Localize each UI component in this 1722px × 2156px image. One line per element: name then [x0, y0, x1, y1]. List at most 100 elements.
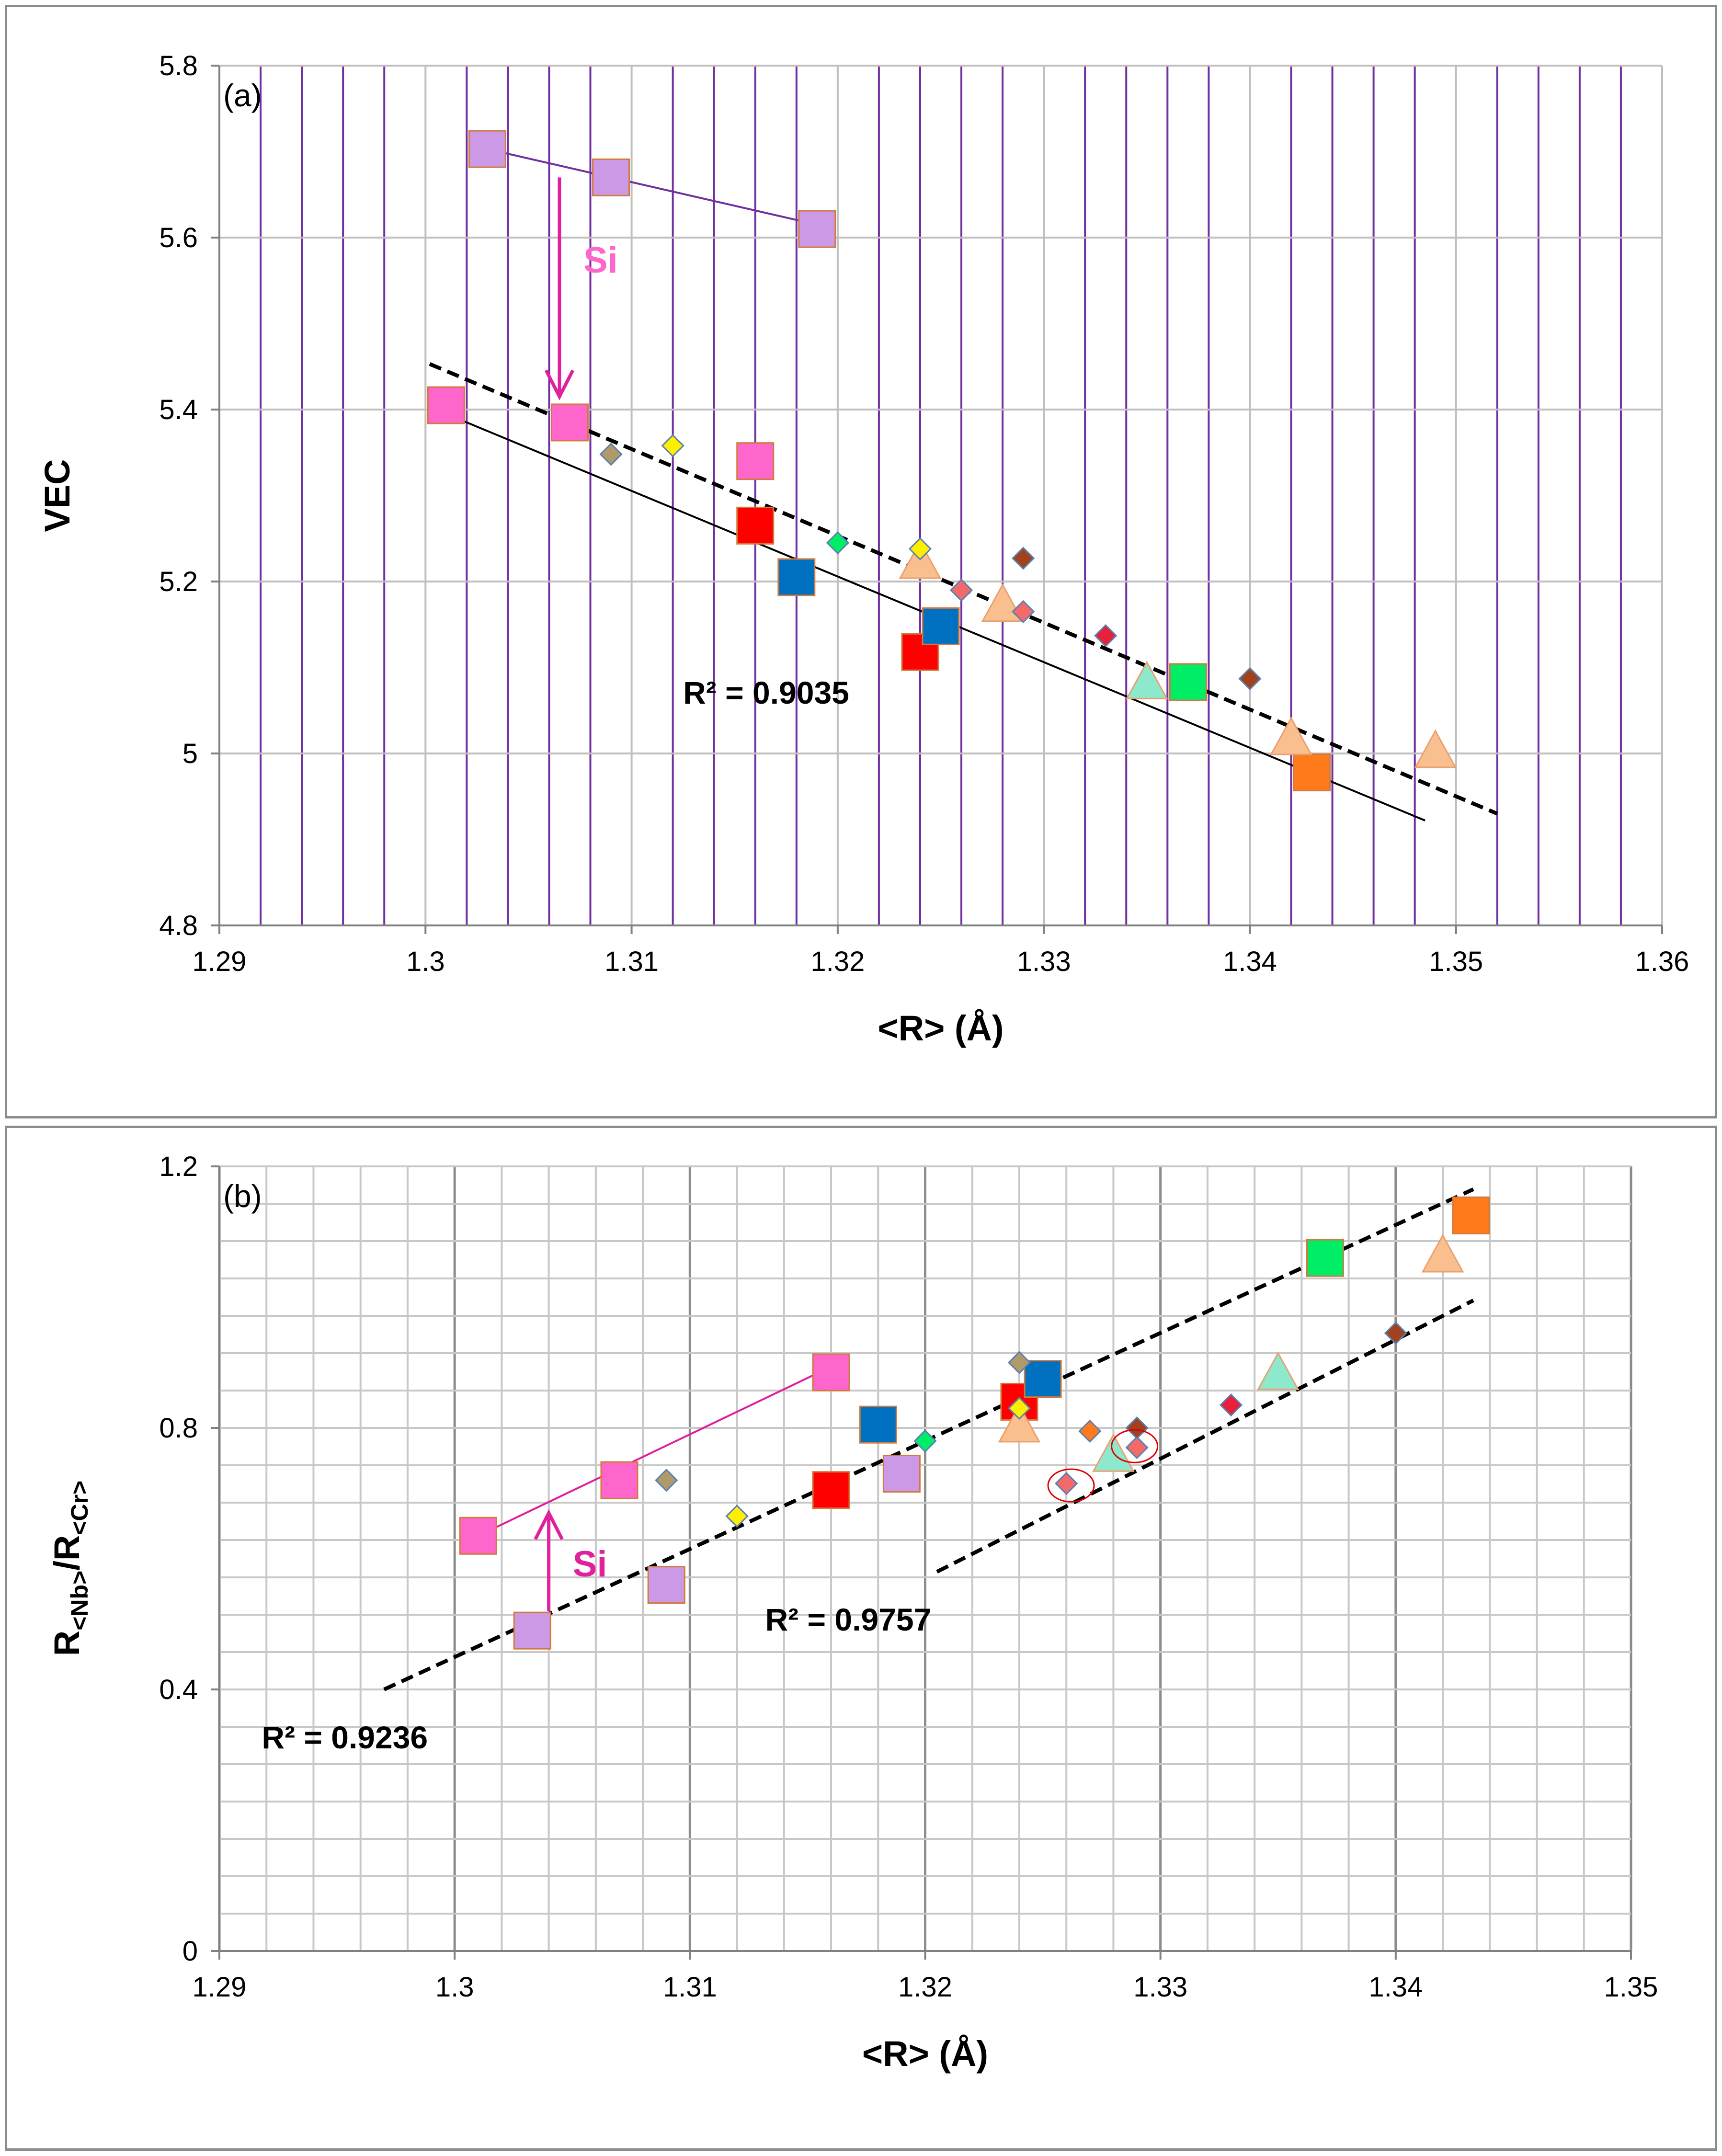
- y-axis-label-part: R: [47, 1631, 87, 1656]
- data-point-diamond: [1078, 1419, 1102, 1443]
- data-point-square: [812, 1353, 850, 1392]
- data-point-triangle: [1414, 729, 1457, 768]
- x-tick-label: 1.34: [1368, 1972, 1423, 2003]
- data-point-square: [1169, 663, 1207, 701]
- chart-panel-b: 1.29 1.3 1.31 1.32 1.33 1.34 1.35 0 0.4 0.8 1.2 (b)…: [5, 1126, 1717, 2151]
- data-point-square: [736, 442, 775, 480]
- y-tick-label: 1.2: [159, 1151, 198, 1182]
- si-arrow-head: [544, 369, 575, 400]
- y-axis-label-part: /R: [47, 1535, 87, 1571]
- data-point-triangle: [1421, 1233, 1464, 1273]
- trend-line: [487, 148, 818, 226]
- x-tick-label: 1.31: [663, 1972, 717, 2003]
- chart-a-svg: 1.29 1.3 1.31 1.32 1.33 1.34 1.35 1.36 4.8 5 5.2 5.…: [37, 50, 1689, 1048]
- data-point-square: [882, 1455, 921, 1493]
- data-point-diamond: [1219, 1393, 1243, 1417]
- r-squared-label: R² = 0.9236: [262, 1720, 428, 1755]
- data-point-triangle: [1270, 716, 1312, 755]
- data-point-square: [600, 1461, 639, 1499]
- data-point-square: [812, 1471, 850, 1509]
- y-tick-label: 5.2: [159, 566, 198, 597]
- data-point-square: [1452, 1196, 1490, 1234]
- data-point-diamond: [1094, 624, 1118, 648]
- data-point-triangle: [998, 1403, 1041, 1443]
- data-point-square: [1024, 1360, 1062, 1398]
- chart-panel-a: 1.29 1.3 1.31 1.32 1.33 1.34 1.35 1.36 4.8 5 5.2 5.…: [5, 5, 1717, 1118]
- x-tick-label: 1.35: [1429, 946, 1483, 977]
- x-axis-label: <R> (Å): [862, 2034, 988, 2074]
- si-arrow-label: Si: [583, 240, 618, 281]
- x-axis-label: <R> (Å): [878, 1008, 1004, 1048]
- data-point-diamond: [1007, 1396, 1031, 1420]
- x-tick-label: 1.35: [1604, 1972, 1658, 2003]
- y-tick-label: 4.8: [159, 910, 198, 941]
- y-tick-label: 5: [182, 738, 198, 769]
- trend-line: [936, 1299, 1474, 1574]
- y-tick-label: 5.4: [159, 394, 198, 425]
- data-point-square: [922, 607, 960, 645]
- data-point-square: [592, 158, 630, 196]
- y-tick-label: 0: [182, 1936, 198, 1967]
- data-point-diamond: [1238, 667, 1262, 690]
- plot-area: [219, 66, 1662, 925]
- r-squared-label: R² = 0.9035: [683, 675, 849, 710]
- y-tick-label: 5.8: [159, 50, 198, 81]
- data-point-triangle: [1125, 661, 1168, 699]
- y-axis-label: VEC: [37, 459, 77, 532]
- y-axis-label-text: R<Nb>/R<Cr>: [47, 1481, 93, 1656]
- data-point-square: [550, 403, 589, 442]
- highlight-circle: [1047, 1468, 1095, 1503]
- data-point-square: [736, 506, 775, 545]
- data-point-diamond: [1125, 1436, 1149, 1460]
- x-tick-label: 1.33: [1017, 946, 1071, 977]
- data-point-diamond: [1011, 600, 1035, 623]
- data-point-square: [798, 210, 836, 248]
- y-axis-label-subscript: <Cr>: [66, 1481, 93, 1535]
- y-axis-label: R<Nb>/R<Cr>: [47, 1481, 93, 1656]
- data-point-diamond: [725, 1505, 749, 1528]
- data-point-square: [1306, 1239, 1344, 1277]
- data-point-diamond: [1384, 1321, 1407, 1345]
- y-tick-label: 0.8: [159, 1413, 198, 1444]
- data-point-square: [513, 1611, 551, 1650]
- data-point-diamond: [949, 578, 973, 602]
- y-tick-label: 0.4: [159, 1674, 198, 1705]
- data-point-diamond: [1011, 547, 1035, 570]
- x-tick-label: 1.29: [193, 946, 247, 977]
- data-point-square: [468, 130, 506, 168]
- x-tick-label: 1.33: [1133, 1972, 1187, 2003]
- data-point-square: [1293, 753, 1331, 791]
- data-point-diamond: [826, 531, 849, 555]
- x-tick-label: 1.32: [898, 1972, 952, 2003]
- x-tick-label: 1.3: [435, 1972, 474, 2003]
- highlight-circle: [1111, 1429, 1159, 1463]
- x-tick-label: 1.31: [604, 946, 659, 977]
- x-tick-label: 1.34: [1223, 946, 1277, 977]
- data-point-diamond: [661, 434, 684, 457]
- x-tick-label: 1.3: [406, 946, 445, 977]
- data-point-diamond: [1007, 1351, 1031, 1374]
- data-point-diamond: [1055, 1472, 1078, 1495]
- si-arrow-head: [534, 1509, 564, 1540]
- x-tick-label: 1.29: [193, 1972, 247, 2003]
- data-point-diamond: [913, 1429, 937, 1453]
- data-point-diamond: [655, 1469, 678, 1492]
- data-point-square: [459, 1517, 497, 1555]
- x-tick-label: 1.32: [810, 946, 865, 977]
- data-point-diamond: [908, 537, 932, 560]
- y-tick-label: 5.6: [159, 222, 198, 253]
- data-point-square: [427, 386, 465, 424]
- trend-line: [478, 1371, 820, 1537]
- si-arrow-label: Si: [573, 1544, 607, 1585]
- data-point-square: [777, 558, 816, 596]
- y-axis-label-subscript: <Nb>: [66, 1571, 93, 1631]
- x-tick-label: 1.36: [1635, 946, 1689, 977]
- data-point-square: [859, 1405, 897, 1444]
- r-squared-label: R² = 0.9757: [765, 1602, 932, 1637]
- data-point-square: [647, 1566, 685, 1604]
- panel-label: (b): [223, 1178, 262, 1214]
- data-point-diamond: [599, 443, 623, 466]
- data-point-diamond: [1125, 1416, 1149, 1440]
- panel-label: (a): [223, 78, 262, 113]
- data-point-triangle: [1256, 1351, 1300, 1391]
